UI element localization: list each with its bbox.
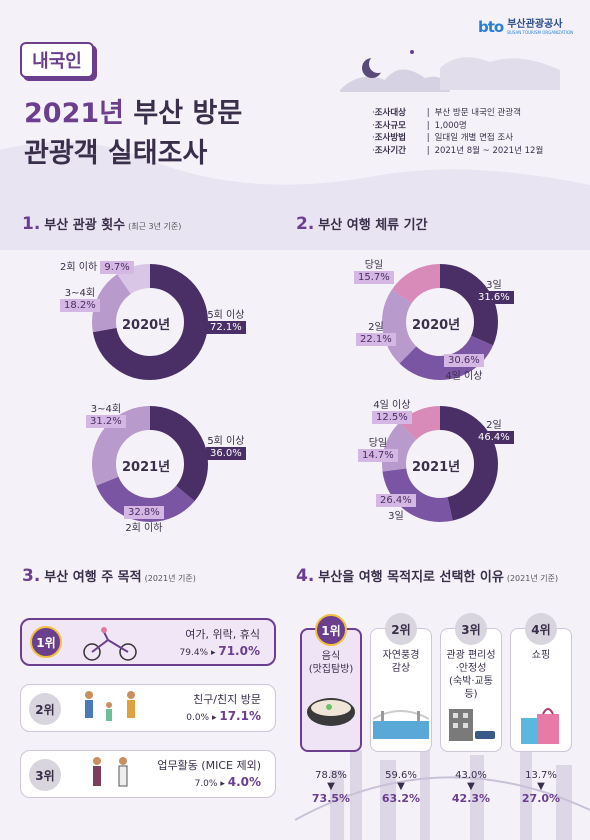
shopping-bag-icon (521, 708, 559, 744)
rank-badge: 4위 (525, 613, 557, 645)
title-line1: 부산 방문 (124, 98, 243, 129)
survey-row: · 조사규모 | 1,000명 (372, 120, 467, 131)
survey-row: · 조사기간 | 2021년 8월 ~ 2021년 12월 (372, 145, 544, 156)
hotel-icon (449, 709, 495, 741)
cloud-band (0, 142, 590, 250)
segment-label: 2일 46.4% (474, 416, 514, 444)
segment-label: 4일 이상 12.5% (372, 400, 412, 424)
donut-segment (382, 406, 498, 522)
bridge-icon (294, 776, 590, 821)
segment-label: 30.6% 4일 이상 (444, 354, 484, 382)
reason-title: 음식 (맛집탐방) (308, 651, 354, 675)
reason-card: 2위 자연풍경 감상 (370, 613, 432, 752)
reason-values: 59.6% ▼ 63.2% (381, 770, 421, 805)
section1-heading: 1. 부산 관광 횟수 (최근 3년 기준) (22, 214, 182, 234)
title-line2: 관광객 실태조사 (24, 138, 208, 169)
reason-values: 43.0% ▼ 42.3% (451, 770, 491, 805)
section4-heading: 4. 부산을 여행 목적지로 선택한 이유 (2021년 기준) (296, 566, 559, 586)
segment-label: 2일 22.1% (356, 318, 396, 346)
donut-segment (382, 264, 498, 380)
donut-center-year: 2020년 (412, 318, 461, 333)
segment-label: 당일 14.7% (358, 434, 398, 462)
reason-values: 78.8% ▼ 73.5% (311, 770, 351, 805)
section3-heading: 3. 부산 여행 주 목적 (2021년 기준) (22, 566, 196, 586)
donut-segment (382, 406, 498, 522)
cloud-shape (340, 69, 450, 92)
domestic-badge: 내국인 (20, 42, 94, 78)
segment-label: 3~4회 18.2% (60, 284, 100, 312)
purpose-card: 2위 친구/친지 방문 0.0% ▸ 17.1% (20, 684, 276, 732)
donut-stay-2021 (382, 406, 498, 522)
segment-label: 5회 이상 72.1% (206, 310, 246, 334)
segment-label: 당일 15.7% (354, 256, 394, 284)
donut-segment (382, 264, 498, 380)
star-icon (410, 50, 414, 54)
purpose-title: 업무활동 (MICE 제외) (157, 759, 261, 772)
donut-segment (92, 264, 208, 380)
page-title: 2021년 부산 방문 관광객 실태조사 (24, 94, 242, 174)
title-year: 2021년 (24, 98, 124, 129)
rank-badge: 3위 (29, 759, 61, 791)
cloud-shape (440, 57, 560, 90)
reason-card: 4위 쇼핑 (510, 613, 572, 752)
rank-badge: 2위 (385, 613, 417, 645)
org-name: 부산관광공사 (507, 18, 563, 30)
segment-label: 5회 이상 36.0% (206, 436, 246, 460)
donut-segment (382, 264, 498, 380)
donut-segment (382, 406, 498, 522)
segment-label: 32.8% 2회 이하 (124, 506, 164, 534)
purpose-title: 친구/친지 방문 (193, 693, 261, 706)
donut-center-year: 2021년 (412, 460, 461, 475)
survey-row: · 조사방법 | 일대일 개별 면접 조사 (372, 133, 514, 143)
rank-medal: 1위 (30, 626, 62, 658)
reason-card: 3위 관광 편리성 ·안정성 (숙박·교통 등) (440, 613, 502, 752)
donut-visits-2020 (92, 264, 208, 380)
org-sub: BUSAN TOURISM ORGANIZATION (507, 29, 574, 35)
soup-bowl-icon (307, 698, 355, 726)
reason-card: 1위 음식 (맛집탐방) (300, 614, 362, 752)
bicycle-icon (83, 627, 137, 661)
donut-segment (92, 264, 208, 380)
business-people-icon (93, 757, 128, 787)
purpose-card: 3위 업무활동 (MICE 제외) 7.0% ▸ 4.0% (20, 750, 276, 798)
rank-medal: 1위 (315, 614, 347, 646)
bridge-scenery-icon (372, 710, 430, 739)
donut-segment (92, 406, 208, 522)
reason-values: 13.7% ▼ 27.0% (521, 770, 561, 805)
purpose-title: 여가, 위락, 휴식 (185, 628, 260, 641)
donut-stay-2020 (382, 264, 498, 380)
reason-title: 자연풍경 감상 (382, 650, 420, 674)
purpose-values: 7.0% ▸ 4.0% (194, 775, 261, 789)
segment-label: 2회 이하 9.7% (60, 258, 134, 274)
logo-mark: bto (478, 18, 504, 36)
family-icon (85, 691, 135, 721)
donut-center-year: 2021년 (122, 460, 171, 475)
survey-info: · 조사대상 | 부산 방문 내국인 관광객 · 조사규모 | 1,000명 · 조사방… (372, 107, 543, 157)
rank-badge: 3위 (455, 613, 487, 645)
org-logo: bto 부산관광공사 BUSAN TOURISM ORGANIZATION (478, 18, 573, 36)
reason-title: 관광 편리성 ·안정성 (숙박·교통 등) (446, 650, 496, 700)
purpose-values: 79.4% ▸ 71.0% (179, 644, 260, 658)
reason-title: 쇼핑 (531, 650, 551, 661)
segment-label: 26.4% 3일 (376, 494, 416, 522)
section2-heading: 2. 부산 여행 체류 기간 (296, 214, 428, 234)
survey-row: · 조사대상 | 부산 방문 내국인 관광객 (372, 108, 521, 118)
donut-center-year: 2020년 (122, 318, 171, 333)
rank-badge: 2위 (29, 693, 61, 725)
purpose-values: 0.0% ▸ 17.1% (186, 709, 261, 723)
segment-label: 3~4회 31.2% (86, 400, 126, 428)
segment-label: 3일 31.6% (474, 276, 514, 304)
city-skyline (330, 740, 572, 840)
purpose-card: 1위 여가, 위락, 휴식 79.4% ▸ 71.0% (20, 618, 276, 666)
